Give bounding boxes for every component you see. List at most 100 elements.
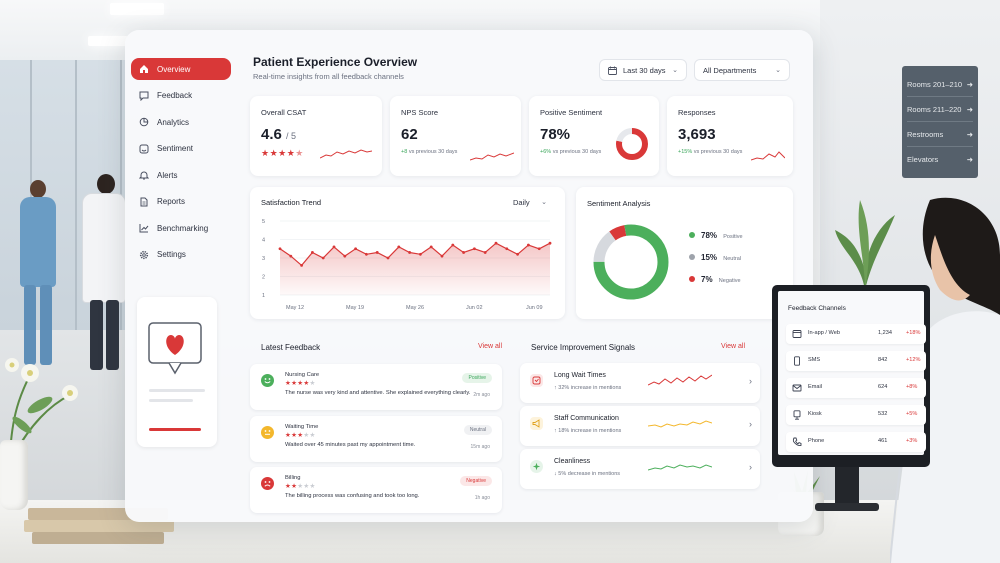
legend-label: Neutral xyxy=(723,256,741,262)
feedback-illustration-card xyxy=(137,297,217,447)
feedback-item[interactable]: Nursing Care ★★★★★ The nurse was very ki… xyxy=(250,364,502,410)
feedback-category: Waiting Time xyxy=(285,424,319,430)
sidebar-item-sentiment[interactable]: Sentiment xyxy=(131,138,231,160)
sidebar-item-analytics[interactable]: Analytics xyxy=(131,111,231,133)
chevron-down-icon: ⌄ xyxy=(672,67,678,74)
sentiment-title: Sentiment Analysis xyxy=(587,199,651,208)
flower-decoration xyxy=(5,358,78,455)
feedback-text: The nurse was very kind and attentive. S… xyxy=(285,390,471,396)
signal-name: Long Wait Times xyxy=(554,372,606,379)
kiosk-icon xyxy=(793,410,801,420)
trend-point xyxy=(300,264,303,267)
sidebar-item-label: Sentiment xyxy=(157,144,194,153)
signal-note: ↑ 32% increase in mentions xyxy=(554,385,622,391)
page-subtitle: Real-time insights from all feedback cha… xyxy=(253,72,404,81)
browser-icon xyxy=(792,330,802,338)
signal-note: ↓ 5% decrease in mentions xyxy=(554,471,621,477)
csat-score: 4.6 xyxy=(261,126,282,143)
email-icon xyxy=(792,384,802,392)
y-tick-label: 1 xyxy=(262,293,265,299)
signals-view-all-link[interactable]: View all xyxy=(721,343,745,350)
channel-count: 624 xyxy=(878,384,888,390)
channel-row[interactable]: SMS 842 +12% xyxy=(786,351,926,371)
signal-name: Staff Communication xyxy=(554,415,619,422)
trend-point xyxy=(462,251,465,254)
sidebar-item-label: Reports xyxy=(157,197,186,206)
phone-icon xyxy=(792,437,802,446)
neutral-face-icon xyxy=(261,426,274,439)
sign-row: Restrooms ➜ xyxy=(907,122,973,147)
trend-point xyxy=(375,251,379,254)
clock-alert-icon xyxy=(530,374,543,387)
trend-point xyxy=(365,252,368,256)
kpi-card-nps: NPS Score 62 +8 vs previous 30 days xyxy=(390,96,521,176)
kpi-delta: +15% vs previous 30 days xyxy=(678,149,742,155)
feedback-item[interactable]: Waiting Time ★★★★★ Waited over 45 minute… xyxy=(250,416,502,462)
y-tick-label: 5 xyxy=(262,219,265,225)
channel-row[interactable]: Phone 461 +3% xyxy=(786,432,926,452)
channel-row[interactable]: Email 624 +8% xyxy=(786,378,926,398)
sidebar-item-feedback[interactable]: Feedback xyxy=(131,85,231,107)
sad-face-icon xyxy=(261,477,274,490)
legend-dot xyxy=(689,254,695,260)
feedback-category: Billing xyxy=(285,475,301,481)
csat-scale: / 5 xyxy=(286,131,297,141)
smile-face-icon xyxy=(261,374,274,387)
x-tick-label: May 26 xyxy=(406,305,424,311)
x-tick-label: May 19 xyxy=(346,305,364,311)
feedback-item[interactable]: Billing ★★★★★ The billing process was co… xyxy=(250,467,502,513)
feedback-time: 15m ago xyxy=(470,444,490,450)
sidebar-item-benchmarking[interactable]: Benchmarking xyxy=(131,217,231,239)
kpi-value: 4.6 / 5 xyxy=(261,126,296,143)
sidebar-item-overview[interactable]: Overview xyxy=(131,58,231,80)
trend-point xyxy=(473,247,476,251)
sidebar-item-reports[interactable]: Reports xyxy=(131,191,231,213)
chevron-right-icon: › xyxy=(749,462,752,472)
delta-note: vs previous 30 days xyxy=(552,149,602,155)
trend-point xyxy=(408,251,411,254)
sidebar-item-label: Benchmarking xyxy=(157,223,209,233)
interval-select[interactable]: Daily ⌄ xyxy=(505,193,555,211)
date-range-select[interactable]: Last 30 days ⌄ xyxy=(599,59,687,81)
channel-count: 461 xyxy=(878,438,888,444)
trend-point xyxy=(429,245,433,249)
satisfaction-trend-chart: 5 4 3 2 1 May 12 May 19 May 26 Jun 02 Jun 09 xyxy=(262,219,552,311)
monitor-stand xyxy=(835,467,859,507)
kpi-delta: +8 vs previous 30 days xyxy=(401,149,457,155)
feedback-time: 1h ago xyxy=(474,495,490,501)
channel-row[interactable]: In-app / Web 1,234 +18% xyxy=(786,324,926,344)
donut-remaining-segment xyxy=(616,128,648,160)
legend-label: Negative xyxy=(718,278,741,284)
page-title: Patient Experience Overview xyxy=(253,55,418,69)
channel-name: SMS xyxy=(808,357,821,363)
trend-point xyxy=(537,247,541,251)
channel-name: In-app / Web xyxy=(808,330,840,336)
legend-dot xyxy=(689,232,695,238)
signal-item[interactable]: Long Wait Times ↑ 32% increase in mentio… xyxy=(520,363,760,403)
ceiling-light xyxy=(110,3,164,15)
trend-point xyxy=(516,252,519,256)
legend-item-positive: 78% Positive xyxy=(689,231,743,240)
legend-dot xyxy=(689,276,695,282)
latest-feedback-view-all-link[interactable]: View all xyxy=(478,343,502,350)
sign-row: Rooms 201–210 ➜ xyxy=(907,72,973,97)
x-tick-label: May 12 xyxy=(286,305,304,311)
signal-item[interactable]: Cleanliness ↓ 5% decrease in mentions › xyxy=(520,449,760,489)
kpi-label: NPS Score xyxy=(401,108,439,117)
signal-item[interactable]: Staff Communication ↑ 18% increase in me… xyxy=(520,406,760,446)
nps-sparkline xyxy=(470,152,514,161)
heart-chat-icon xyxy=(148,322,205,431)
sidebar: Overview Feedback Analytics Sentiment Al… xyxy=(131,58,231,270)
sign-row: Elevators ➜ xyxy=(907,155,973,164)
sidebar-item-alerts[interactable]: Alerts xyxy=(131,164,231,186)
channel-row[interactable]: Kiosk 532 +5% xyxy=(786,405,926,425)
sidebar-item-settings[interactable]: Settings xyxy=(131,244,231,266)
delta-value: +15% xyxy=(678,149,693,155)
bell-icon xyxy=(139,170,149,180)
kpi-value: 78% xyxy=(540,126,571,143)
department-select[interactable]: All Departments ⌄ xyxy=(694,59,790,81)
vase xyxy=(0,440,28,510)
status-badge: Negative xyxy=(460,476,492,486)
feedback-rating: ★★★★★ xyxy=(285,380,316,387)
feedback-text: Waited over 45 minutes past my appointme… xyxy=(285,442,416,448)
